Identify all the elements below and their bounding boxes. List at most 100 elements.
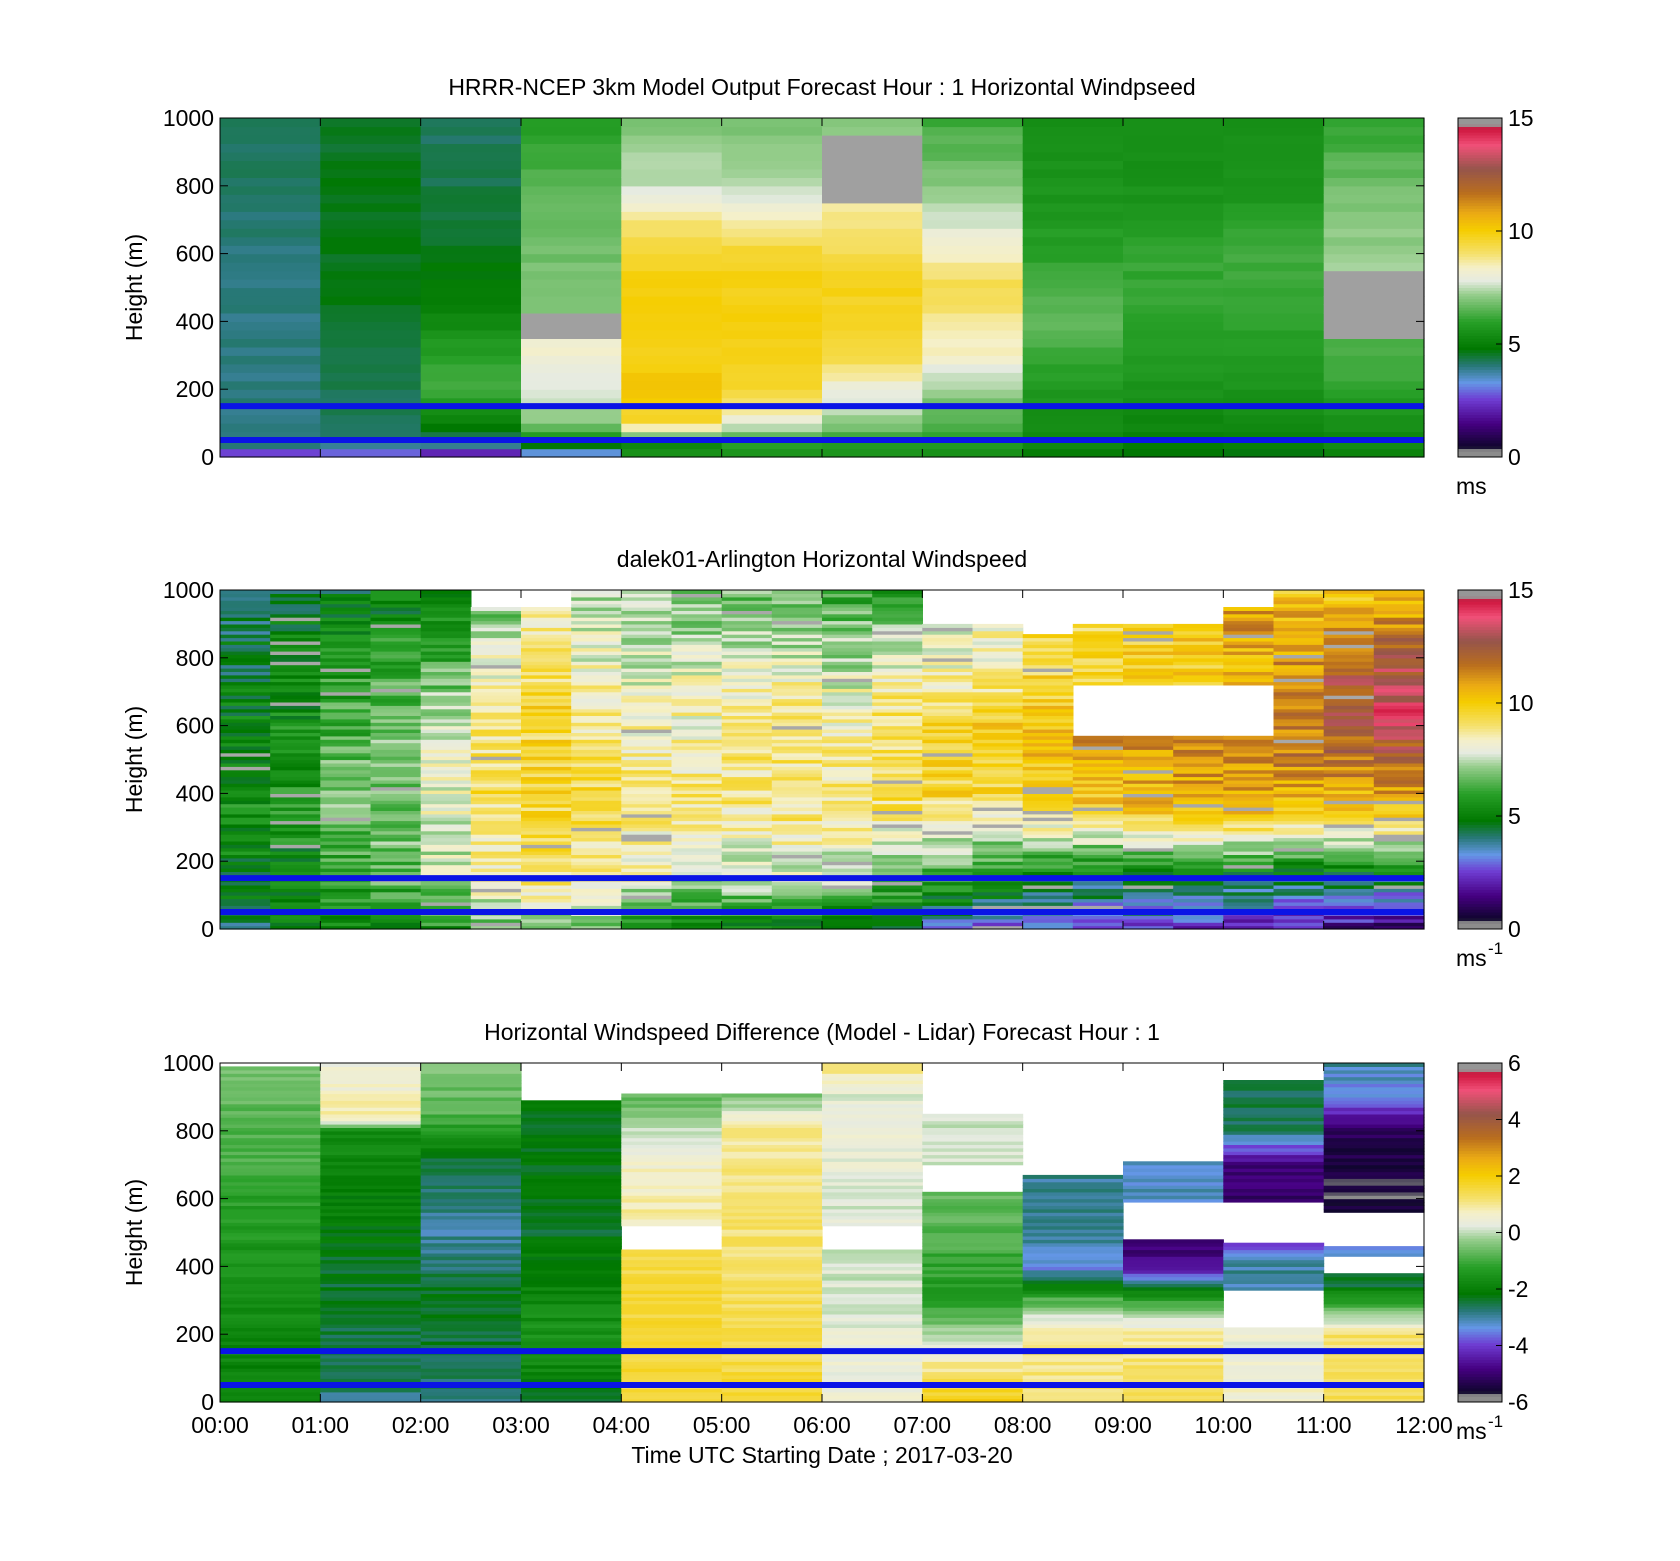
heatmap-cell [1223, 1391, 1325, 1396]
heatmap-cell [320, 752, 372, 757]
heatmap-cell [1373, 888, 1425, 893]
heatmap-cell [1273, 745, 1325, 750]
heatmap-cell [420, 786, 472, 791]
heatmap-cell [822, 253, 923, 263]
heatmap-cell [220, 1239, 321, 1244]
heatmap-cell [470, 627, 522, 632]
heatmap-cell [320, 1320, 422, 1325]
heatmap-cell [1323, 725, 1375, 730]
heatmap-cell [1373, 803, 1425, 808]
heatmap-cell [972, 891, 1024, 896]
heatmap-cell [420, 1293, 522, 1298]
heatmap-cell [872, 610, 923, 615]
heatmap-cell [822, 1113, 923, 1118]
heatmap-cell [320, 1388, 422, 1393]
heatmap-cell [320, 1263, 422, 1267]
heatmap-cell [671, 793, 723, 798]
heatmap-cell [320, 1368, 422, 1373]
heatmap-cell [1323, 1395, 1425, 1400]
heatmap-cell [721, 1357, 823, 1362]
heatmap-cell [671, 881, 723, 886]
heatmap-cell [1323, 1093, 1425, 1098]
heatmap-cell [270, 779, 321, 784]
heatmap-cell [1173, 817, 1224, 822]
heatmap-cell [1123, 640, 1174, 645]
heatmap-cell [721, 756, 773, 761]
heatmap-cell [270, 871, 321, 876]
heatmap-cell [872, 729, 923, 733]
heatmap-cell [671, 868, 723, 872]
heatmap-cell [721, 657, 773, 662]
heatmap-cell [1123, 1300, 1224, 1305]
heatmap-cell [270, 627, 321, 632]
heatmap-cell [922, 776, 974, 781]
heatmap-cell [621, 779, 673, 784]
heatmap-cell [922, 1361, 1024, 1366]
heatmap-cell [320, 1107, 422, 1112]
heatmap-cell [1022, 134, 1124, 144]
heatmap-cell [1373, 627, 1425, 632]
colorbar-swatch [1458, 1379, 1502, 1383]
heatmap-cell [320, 1273, 422, 1278]
heatmap-cell [1072, 868, 1124, 872]
colorbar-swatch [1458, 1147, 1502, 1152]
heatmap-cell [822, 756, 873, 761]
heatmap-cell [922, 118, 1024, 128]
heatmap-cell [771, 664, 823, 669]
heatmap-cell [922, 884, 974, 889]
heatmap-cell [1072, 925, 1124, 930]
heatmap-cell [621, 684, 673, 689]
heatmap-cell [1273, 827, 1325, 832]
heatmap-cell [822, 901, 873, 906]
heatmap-cell [320, 363, 422, 373]
heatmap-cell [1323, 600, 1375, 605]
colorbar-swatch [1458, 191, 1502, 195]
heatmap-cell [1373, 674, 1425, 679]
heatmap-cell [370, 783, 422, 788]
heatmap-cell [220, 1327, 321, 1332]
heatmap-cell [721, 813, 773, 818]
heatmap-cell [922, 1293, 1024, 1298]
colorbar-swatch [1458, 801, 1502, 806]
heatmap-cell [922, 1290, 1024, 1295]
heatmap-cell [470, 776, 522, 781]
heatmap-cell [521, 1208, 622, 1213]
heatmap-cell [771, 807, 823, 811]
colorbar-swatch [1458, 852, 1502, 857]
heatmap-cell [1373, 732, 1425, 737]
heatmap-cell [470, 790, 522, 794]
heatmap-cell [470, 803, 522, 808]
heatmap-cell [922, 898, 974, 903]
heatmap-cell [1223, 915, 1275, 920]
heatmap-cell [671, 891, 723, 896]
heatmap-cell [621, 600, 673, 605]
heatmap-cell [1022, 1188, 1124, 1193]
heatmap-cell [571, 647, 622, 652]
heatmap-cell [521, 1168, 622, 1173]
heatmap-cell [721, 1313, 823, 1318]
heatmap-cell [270, 640, 321, 645]
heatmap-cell [1373, 766, 1425, 771]
heatmap-cell [420, 698, 472, 703]
heatmap-cell [721, 431, 823, 441]
heatmap-cell [1223, 871, 1275, 876]
heatmap-cell [1223, 773, 1275, 778]
heatmap-cell [220, 1300, 321, 1305]
heatmap-cell [1022, 681, 1074, 686]
heatmap-cell [1123, 1320, 1224, 1325]
heatmap-cell [1323, 143, 1425, 153]
colorbar-swatch [1458, 725, 1502, 729]
heatmap-cell [671, 895, 723, 900]
colorbar-swatch [1458, 632, 1502, 636]
heatmap-cell [1323, 1341, 1425, 1345]
heatmap-cell [320, 1103, 422, 1108]
heatmap-cell [1323, 925, 1375, 930]
heatmap-cell [1323, 219, 1425, 229]
colorbar-swatch [1458, 1077, 1502, 1081]
heatmap-cell [1123, 793, 1174, 798]
heatmap-cell [521, 219, 622, 229]
heatmap-cell [470, 695, 522, 700]
heatmap-cell [521, 620, 572, 625]
heatmap-cell [1223, 440, 1325, 450]
heatmap-cell [922, 1151, 1024, 1156]
